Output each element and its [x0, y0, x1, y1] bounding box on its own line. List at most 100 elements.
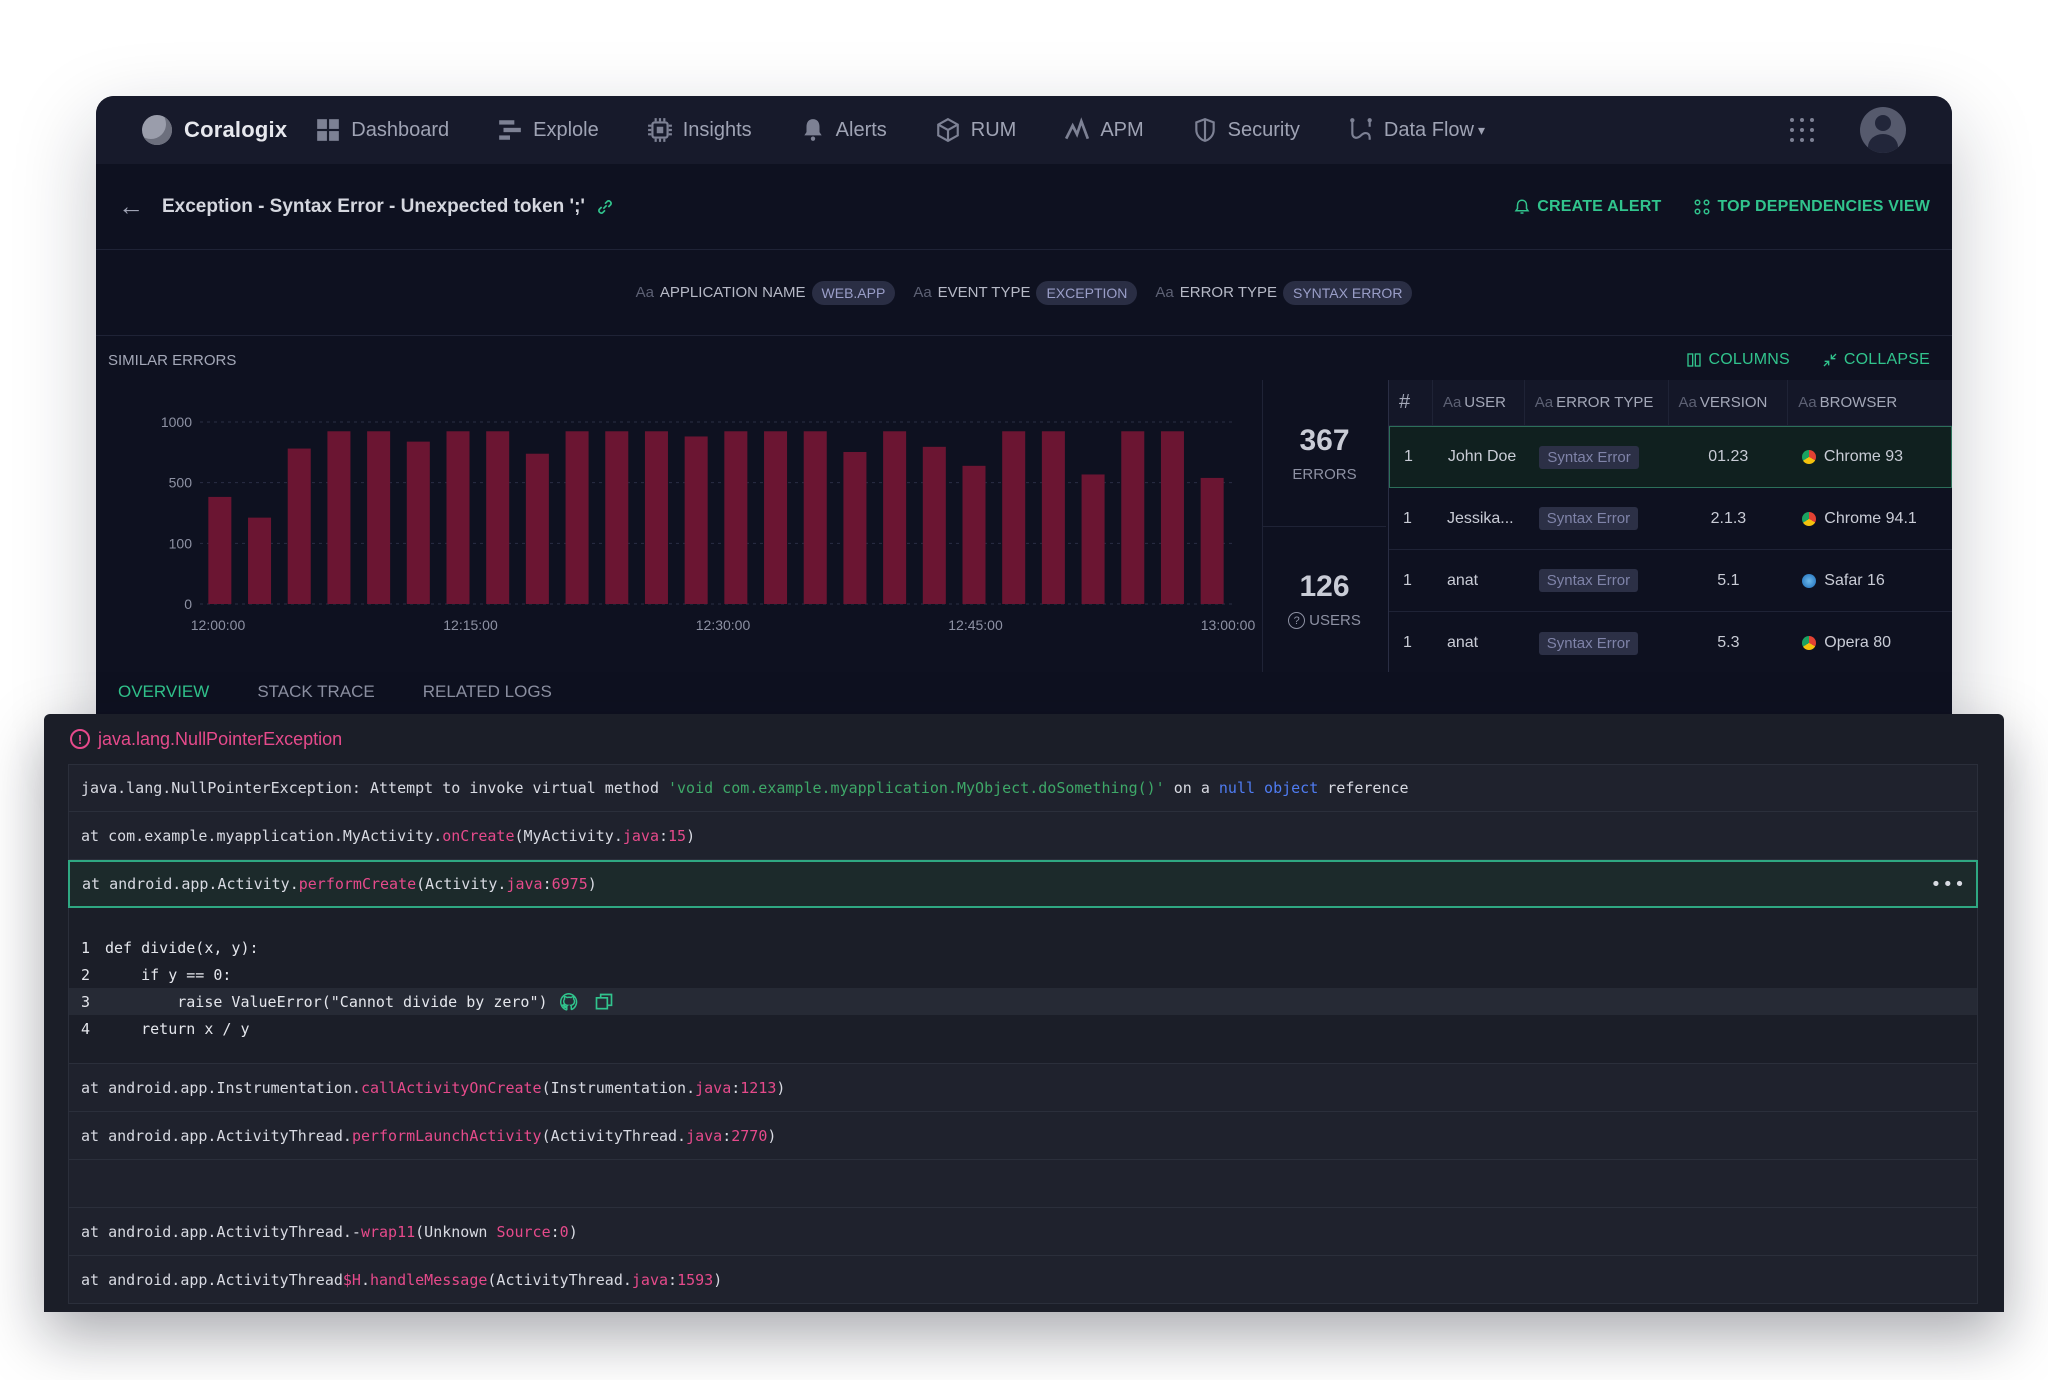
- trace-text: ): [713, 1270, 723, 1289]
- create-alert-button[interactable]: CREATE ALERT: [1513, 198, 1661, 216]
- collapse-button[interactable]: COLLAPSE: [1822, 351, 1930, 369]
- text-type-icon: Aa: [1442, 394, 1462, 411]
- tab-related-logs[interactable]: RELATED LOGS: [422, 682, 552, 701]
- table-row[interactable]: 1 Jessika... Syntax Error 2.1.3 Chrome 9…: [1389, 488, 1952, 550]
- trace-text: :: [658, 826, 669, 845]
- nav-item-data-flow[interactable]: Data Flow ▾: [1348, 117, 1485, 143]
- table-row[interactable]: 1 anat Syntax Error 5.3 Opera 80: [1389, 612, 1952, 674]
- table-row[interactable]: 1 John Doe Syntax Error 01.23 Chrome 93: [1389, 426, 1952, 488]
- chart-bar: [764, 431, 788, 604]
- similar-errors-header: SIMILAR ERRORS COLUMNS COLLAPSE: [96, 336, 1952, 384]
- y-tick-label: 0: [184, 596, 192, 612]
- stats-panel: 367 ERRORS 126 ? USERS: [1262, 380, 1386, 672]
- nav-item-rum[interactable]: RUM: [935, 117, 1016, 143]
- trace-text: java.lang.NullPointerException: Attempt …: [81, 779, 668, 797]
- code-text: raise ValueError("Cannot divide by zero"…: [105, 992, 548, 1011]
- tab-stack-trace[interactable]: STACK TRACE: [257, 682, 375, 701]
- link-icon[interactable]: [595, 197, 615, 217]
- chart-bar: [446, 431, 470, 604]
- help-circle-icon[interactable]: ?: [1288, 612, 1306, 629]
- stack-line[interactable]: java.lang.NullPointerException: Attempt …: [68, 764, 1978, 812]
- columns-button[interactable]: COLUMNS: [1686, 351, 1790, 369]
- github-icon[interactable]: [558, 991, 580, 1013]
- text-type-icon: Aa: [1678, 394, 1697, 411]
- column-header-label: VERSION: [1699, 394, 1768, 411]
- code-line-current: 3 raise ValueError("Cannot divide by zer…: [69, 988, 1977, 1015]
- column-header-user[interactable]: Aa USER: [1433, 380, 1525, 425]
- stack-line[interactable]: at android.app.Instrumentation. callActiv…: [68, 1064, 1978, 1112]
- back-arrow-icon[interactable]: ←: [118, 191, 144, 221]
- trace-text: at android.app.ActivityThread.: [81, 1126, 352, 1145]
- filter-event-type[interactable]: Aa EVENT TYPE EXCEPTION: [913, 280, 1138, 305]
- exception-name: java.lang.NullPointerException: [98, 728, 343, 749]
- table-row[interactable]: 1 anat Syntax Error 5.1 Safar 16: [1389, 550, 1952, 612]
- nav-label: Insights: [682, 118, 752, 141]
- chart-bar: [1200, 477, 1224, 604]
- trace-line-number: 2770: [731, 1126, 768, 1145]
- filter-error-type[interactable]: Aa ERROR TYPE SYNTAX ERROR: [1155, 280, 1413, 305]
- nav-item-alerts[interactable]: Alerts: [800, 117, 887, 143]
- cell-browser: Safar 16: [1824, 571, 1885, 589]
- nav-item-apm[interactable]: APM: [1064, 117, 1144, 143]
- similar-errors-chart: 1000 500 100 0 12:00:00 12:15:00 12:30:00 12:45…: [96, 380, 1266, 672]
- chart-bar: [1160, 431, 1184, 604]
- column-header-browser[interactable]: Aa BROWSER: [1788, 380, 1952, 425]
- trace-text: :: [542, 875, 552, 893]
- trace-line-number: 1593: [677, 1270, 714, 1289]
- x-tick-label: 12:00:00: [191, 617, 246, 633]
- safari-icon: [1802, 573, 1817, 588]
- more-options-icon[interactable]: •••: [1930, 873, 1966, 895]
- tab-overview[interactable]: OVERVIEW: [118, 682, 210, 701]
- top-dependencies-view-button[interactable]: TOP DEPENDENCIES VIEW: [1693, 198, 1930, 216]
- trace-line-number: 15: [668, 826, 687, 845]
- filter-value-chip: WEB.APP: [811, 280, 896, 305]
- nav-item-insights[interactable]: Insights: [647, 117, 752, 143]
- copy-icon[interactable]: [594, 992, 614, 1012]
- y-tick-label: 1000: [161, 414, 192, 430]
- chart-bar: [803, 431, 827, 604]
- trace-ext: java: [686, 1126, 723, 1145]
- alert-circle-icon: !: [70, 729, 90, 749]
- nav-label: APM: [1100, 118, 1144, 141]
- trace-text: :: [731, 1078, 741, 1097]
- trace-text: at android.app.ActivityThread.-: [81, 1222, 361, 1241]
- collapse-label: COLLAPSE: [1843, 351, 1930, 368]
- stack-line-selected[interactable]: at android.app.Activity. performCreate (Ac…: [68, 860, 1978, 908]
- error-details-window: Coralogix Dashboard Explole Insights Ale…: [96, 96, 1952, 736]
- trace-text: .: [360, 1270, 370, 1289]
- column-header-error-type[interactable]: Aa ERROR TYPE: [1525, 380, 1669, 425]
- trace-text: :: [668, 1270, 678, 1289]
- chart-bar: [843, 452, 867, 604]
- user-avatar[interactable]: [1860, 107, 1906, 153]
- users-label-row: ? USERS: [1288, 612, 1361, 629]
- dashboard-icon: [317, 119, 340, 141]
- trace-text: :: [550, 1222, 560, 1241]
- cell-version: 01.23: [1708, 448, 1749, 465]
- column-header-num[interactable]: #: [1389, 380, 1433, 425]
- columns-icon: [1687, 353, 1702, 367]
- nav-item-security[interactable]: Security: [1192, 117, 1300, 143]
- trace-line-number: 0: [559, 1222, 569, 1241]
- cell-version: 2.1.3: [1710, 509, 1747, 527]
- nav-item-dashboard[interactable]: Dashboard: [315, 117, 449, 143]
- column-header-label: BROWSER: [1819, 394, 1898, 411]
- table-header: # Aa USER Aa ERROR TYPE Aa VERSION Aa BROWSE…: [1389, 380, 1952, 426]
- stack-line[interactable]: at com.example.myapplication.MyActivity.…: [68, 812, 1978, 860]
- nav-label: Security: [1227, 118, 1300, 141]
- brand-logo[interactable]: Coralogix: [142, 115, 287, 145]
- nav-item-explore[interactable]: Explole: [497, 117, 599, 143]
- error-type-chip: Syntax Error: [1538, 507, 1639, 530]
- stack-line[interactable]: at android.app.ActivityThread.- wrap11 (Un…: [68, 1208, 1978, 1256]
- filter-application-name[interactable]: Aa APPLICATION NAME WEB.APP: [636, 280, 896, 305]
- error-type-chip: Syntax Error: [1539, 445, 1639, 469]
- stack-line[interactable]: at android.app.ActivityThread. performLau…: [68, 1112, 1978, 1160]
- chart-bar: [208, 496, 232, 604]
- filter-value-chip: EXCEPTION: [1036, 280, 1138, 305]
- apps-grid-icon[interactable]: [1790, 118, 1814, 142]
- stack-line[interactable]: at android.app.ActivityThread $H. handleMe…: [68, 1256, 1978, 1304]
- column-header-version[interactable]: Aa VERSION: [1669, 380, 1789, 425]
- top-navigation: Coralogix Dashboard Explole Insights Ale…: [96, 96, 1952, 164]
- trace-keyword: null: [1218, 779, 1256, 797]
- trace-method: performLaunchActivity: [351, 1126, 542, 1145]
